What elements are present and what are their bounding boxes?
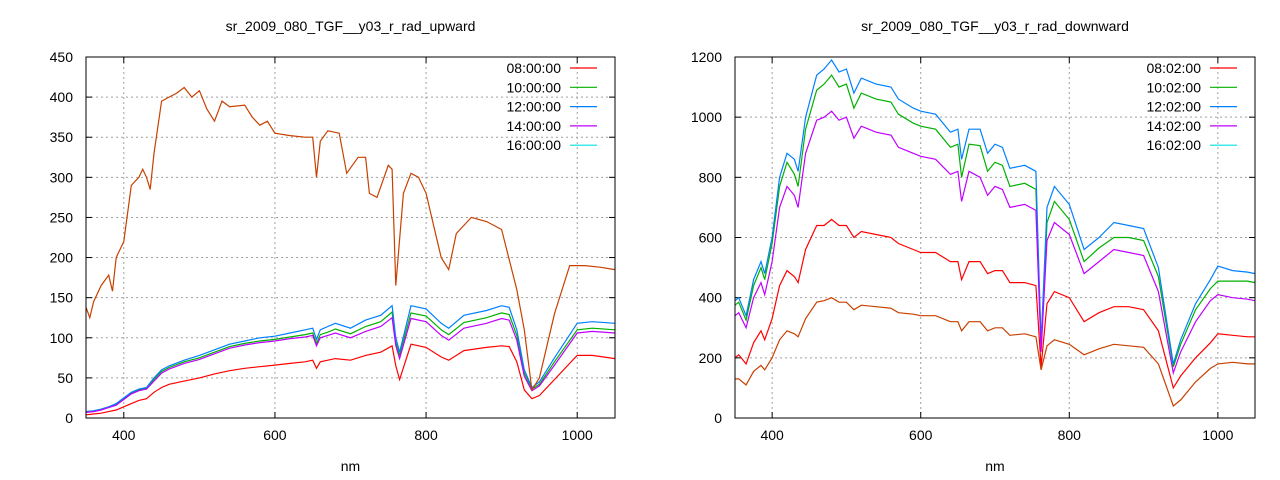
x-tick-label: 600 [909, 427, 933, 443]
y-tick-label: 1200 [691, 49, 722, 65]
y-tick-label: 0 [714, 410, 722, 426]
series-line-14-00-00 [85, 316, 616, 413]
y-tick-label: 600 [699, 230, 723, 246]
legend-label: 08:00:00 [507, 60, 562, 76]
plot-frame [734, 56, 1256, 419]
y-tick-label: 50 [57, 370, 73, 386]
series-line-12-02-00 [734, 58, 1256, 365]
series-line-08-00-00 [85, 343, 616, 416]
x-tick-label: 1000 [1202, 427, 1233, 443]
series-line-10-00-00 [85, 310, 616, 413]
y-tick-label: 0 [65, 410, 73, 426]
x-tick-label: 800 [1058, 427, 1082, 443]
y-tick-label: 400 [699, 290, 723, 306]
series-line-12-00-00 [85, 304, 616, 413]
chart-title: sr_2009_080_TGF__y03_r_rad_upward [226, 18, 476, 34]
y-tick-label: 450 [50, 49, 74, 65]
legend-label: 12:02:00 [1147, 99, 1202, 115]
y-tick-label: 350 [50, 129, 74, 145]
x-axis-label: nm [341, 458, 360, 474]
x-tick-label: 800 [414, 427, 438, 443]
x-axis-label: nm [985, 458, 1004, 474]
series-line-14-02-00 [734, 110, 1256, 376]
legend-label: 08:02:00 [1147, 60, 1202, 76]
legend-label: 14:02:00 [1147, 118, 1202, 134]
legend-label: 10:02:00 [1147, 79, 1202, 95]
legend-label: 14:00:00 [507, 118, 562, 134]
upward-radiance-panel: 400 600 800 1000 0 50 100 150 200 250 300 350 400 450… [50, 18, 616, 474]
legend-label: 10:00:00 [507, 79, 562, 95]
series-line-16-00-00 [85, 86, 616, 392]
series-line-16-02-00 [735, 297, 1255, 408]
y-tick-label: 300 [50, 169, 74, 185]
y-tick-label: 1000 [691, 109, 722, 125]
y-tick-label: 250 [50, 209, 74, 225]
x-tick-label: 400 [760, 427, 784, 443]
x-tick-label: 1000 [562, 427, 593, 443]
series-line-10-02-00 [734, 74, 1256, 368]
legend-label: 16:00:00 [507, 137, 562, 153]
x-tick-label: 400 [112, 427, 136, 443]
y-tick-label: 400 [50, 89, 74, 105]
y-tick-label: 100 [50, 330, 74, 346]
downward-radiance-panel: 400 600 800 1000 0 200 400 600 800 1000 1200 08:02:… [691, 18, 1256, 474]
x-tick-label: 600 [263, 427, 287, 443]
legend-label: 12:00:00 [507, 99, 562, 115]
series-line-08-02-00 [734, 218, 1255, 390]
legend-label: 16:02:00 [1147, 137, 1202, 153]
y-tick-label: 800 [699, 169, 723, 185]
chart-title: sr_2009_080_TGF__y03_r_rad_downward [861, 18, 1129, 34]
plot-frame [85, 56, 616, 419]
y-tick-label: 200 [699, 350, 723, 366]
y-tick-label: 150 [50, 290, 74, 306]
y-tick-label: 200 [50, 250, 74, 266]
